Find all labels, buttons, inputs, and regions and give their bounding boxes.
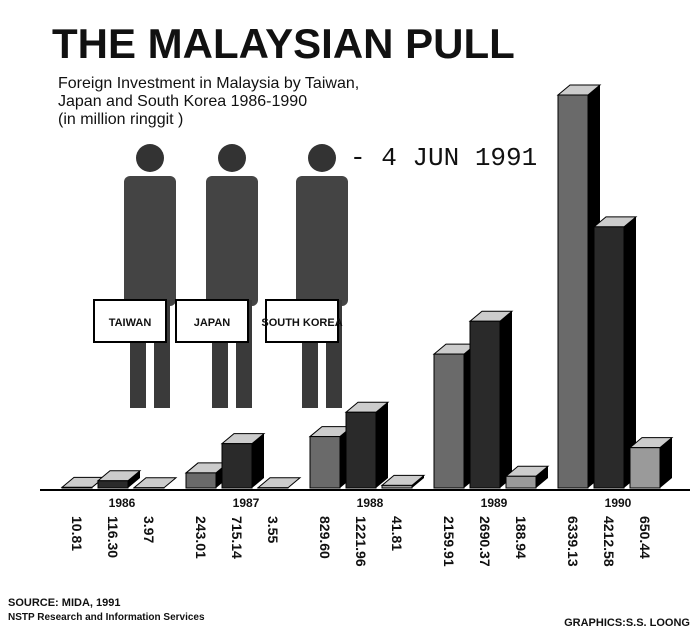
value-label: 650.44 (637, 516, 653, 559)
legend-label: JAPAN (194, 317, 231, 329)
value-label: 2159.91 (441, 516, 457, 567)
value-label: 10.81 (69, 516, 85, 551)
legend-label: SOUTH KOREA (261, 317, 342, 329)
value-label: 715.14 (229, 516, 245, 559)
chart: THE MALAYSIAN PULL Foreign Investment in… (0, 0, 699, 634)
credit: GRAPHICS:S.S. LOONG (564, 617, 690, 629)
bar (62, 487, 92, 488)
stamp: - 4 JUN 1991 (350, 143, 537, 173)
figure-head (308, 144, 336, 172)
subtitle: (in million ringgit ) (58, 111, 183, 128)
figure-head (218, 144, 246, 172)
bar (382, 485, 412, 488)
value-label: 188.94 (513, 516, 529, 559)
x-tick-label: 1989 (481, 496, 508, 510)
value-label: 4212.58 (601, 516, 617, 567)
subtitle: Japan and South Korea 1986-1990 (58, 93, 307, 110)
legend-label: TAIWAN (109, 317, 152, 329)
bar (594, 227, 624, 488)
figure-body (206, 176, 258, 306)
bar (470, 321, 500, 488)
x-tick-label: 1986 (109, 496, 136, 510)
bar (310, 437, 340, 488)
value-label: 116.30 (105, 516, 121, 558)
value-label: 3.55 (265, 516, 281, 543)
bar (98, 481, 128, 488)
value-label: 6339.13 (565, 516, 581, 567)
bar (506, 476, 536, 488)
subtitle: Foreign Investment in Malaysia by Taiwan… (58, 75, 359, 92)
bar (434, 354, 464, 488)
bar (186, 473, 216, 488)
bar (630, 448, 660, 488)
x-tick-label: 1988 (357, 496, 384, 510)
value-label: 1221.96 (353, 516, 369, 567)
bar (222, 444, 252, 488)
bar (558, 95, 588, 488)
source: NSTP Research and Information Services (8, 612, 205, 623)
value-label: 3.97 (141, 516, 157, 543)
value-label: 243.01 (193, 516, 209, 559)
value-label: 2690.37 (477, 516, 493, 567)
source: SOURCE: MIDA, 1991 (8, 597, 120, 609)
bar-side (500, 311, 512, 488)
value-label: 829.60 (317, 516, 333, 559)
figure-body (296, 176, 348, 306)
figure-head (136, 144, 164, 172)
bar-side (376, 402, 388, 488)
chart-title: THE MALAYSIAN PULL (52, 20, 515, 67)
x-tick-label: 1990 (605, 496, 632, 510)
bar (346, 412, 376, 488)
figure-body (124, 176, 176, 306)
x-tick-label: 1987 (233, 496, 260, 510)
value-label: 41.81 (389, 516, 405, 551)
